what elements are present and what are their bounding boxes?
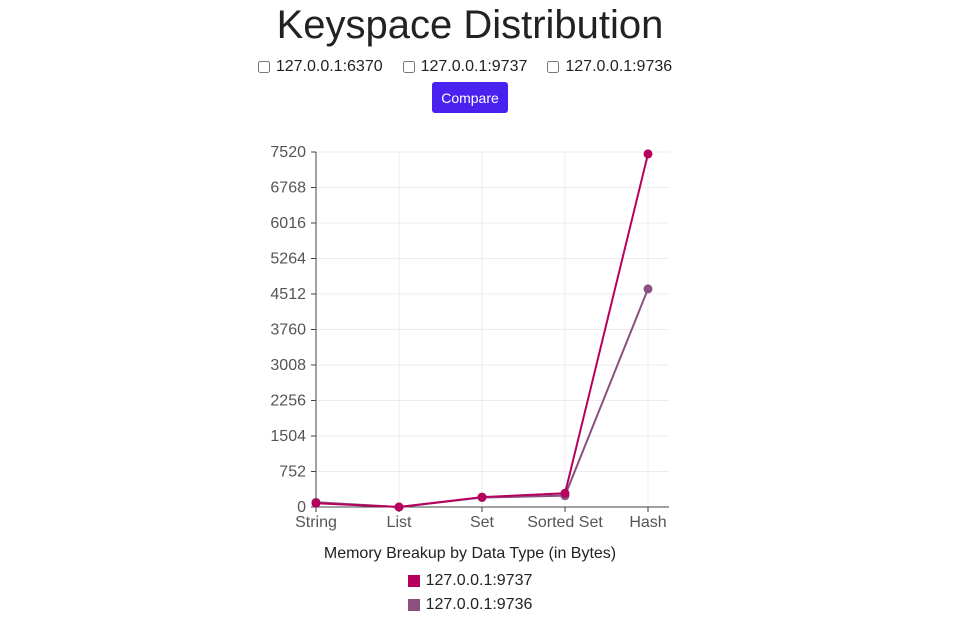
- data-point: [643, 284, 653, 294]
- y-tick-label: 4512: [270, 286, 306, 303]
- chart-series: [311, 149, 653, 512]
- data-point: [311, 498, 321, 508]
- y-tick-label: 752: [279, 464, 306, 481]
- x-tick-label: List: [387, 514, 412, 531]
- legend-item-9736[interactable]: 127.0.0.1:9736: [407, 593, 533, 617]
- y-tick-label: 1504: [270, 428, 306, 445]
- data-point: [394, 502, 404, 512]
- data-point: [477, 492, 487, 502]
- data-point: [560, 488, 570, 498]
- server-checkbox-6370[interactable]: [257, 61, 270, 73]
- server-selector: 127.0.0.1:6370 127.0.0.1:9737 127.0.0.1:…: [0, 58, 930, 76]
- x-tick-label: Set: [470, 514, 495, 531]
- legend-item-9737[interactable]: 127.0.0.1:9737: [407, 569, 533, 593]
- chart-axes: 0 752 1504 2256 3008 3760 4512 5264 6016 6768 7520…: [270, 144, 669, 531]
- legend-label: 127.0.0.1:9736: [425, 596, 533, 613]
- compare-button[interactable]: Compare: [432, 82, 508, 113]
- chart-title: Memory Breakup by Data Type (in Bytes): [323, 545, 617, 562]
- server-option-6370[interactable]: 127.0.0.1:6370: [257, 58, 383, 76]
- x-tick-label: String: [295, 514, 337, 531]
- memory-line-chart: 0 752 1504 2256 3008 3760 4512 5264 6016 6768 7520…: [270, 144, 669, 531]
- page-title: Keyspace Distribution: [276, 3, 664, 47]
- y-tick-label: 5264: [270, 251, 306, 268]
- x-tick-label: Hash: [629, 514, 666, 531]
- data-point: [643, 149, 653, 159]
- server-label: 127.0.0.1:9736: [565, 58, 673, 75]
- y-tick-label: 0: [297, 499, 306, 516]
- server-option-9736[interactable]: 127.0.0.1:9736: [547, 58, 672, 76]
- y-tick-label: 3760: [270, 322, 306, 339]
- y-tick-label: 6016: [270, 215, 306, 232]
- server-label: 127.0.0.1:9737: [420, 58, 528, 75]
- y-tick-label: 6768: [270, 180, 306, 197]
- legend-swatch: [407, 599, 420, 611]
- legend-swatch: [407, 575, 420, 587]
- y-tick-label: 7520: [270, 144, 306, 161]
- server-option-9737[interactable]: 127.0.0.1:9737: [402, 58, 528, 76]
- chart-legend: Memory Breakup by Data Type (in Bytes) 1…: [0, 545, 940, 617]
- chart-grid: [315, 151, 669, 508]
- server-label: 127.0.0.1:6370: [275, 58, 383, 75]
- y-tick-label: 2256: [270, 393, 306, 410]
- legend-label: 127.0.0.1:9737: [425, 572, 533, 589]
- server-checkbox-9736[interactable]: [547, 61, 560, 73]
- y-tick-label: 3008: [270, 357, 306, 374]
- server-checkbox-9737[interactable]: [402, 61, 415, 73]
- x-tick-label: Sorted Set: [527, 514, 603, 531]
